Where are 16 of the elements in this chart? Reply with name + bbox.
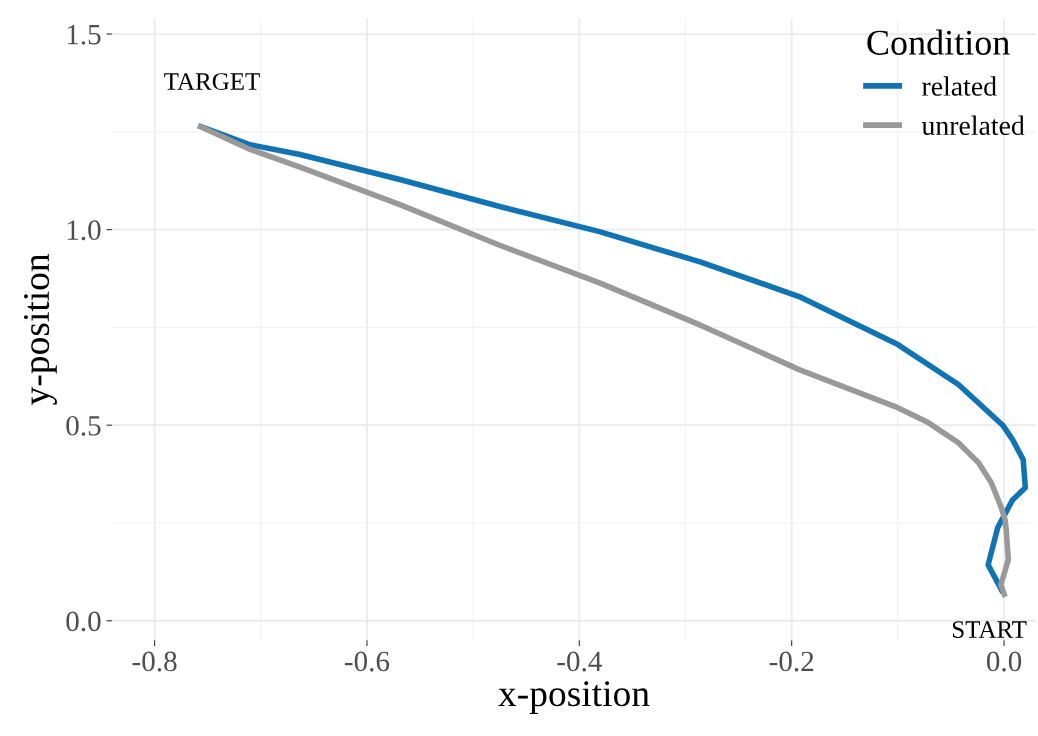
x-tick-label: -0.8 [132, 651, 177, 672]
y-axis-title: y-position [23, 253, 57, 405]
x-axis-title: x-position [498, 681, 650, 714]
x-tick-label: -0.2 [769, 651, 814, 672]
legend-label: related [922, 76, 997, 96]
annotation: TARGET [164, 73, 260, 90]
annotation: START [952, 621, 1027, 638]
x-tick-label: 0.0 [986, 651, 1022, 672]
x-tick-label: -0.4 [557, 651, 602, 672]
y-tick-label: 0.5 [66, 415, 101, 436]
legend-label: unrelated [921, 115, 1025, 136]
y-tick-label: 1.5 [67, 24, 101, 45]
y-tick-label: 1.0 [67, 220, 101, 241]
y-tick-label: 0.0 [66, 611, 101, 632]
legend-title: Condition [867, 29, 1010, 55]
x-tick-label: -0.6 [344, 651, 390, 672]
